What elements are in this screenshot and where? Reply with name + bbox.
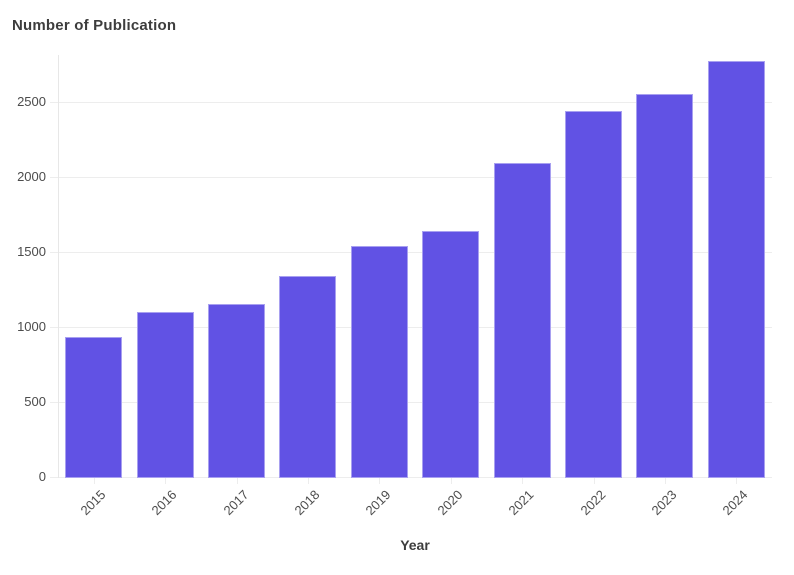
bar-2019[interactable] (350, 245, 408, 478)
x-tick-label: 2020 (434, 487, 466, 519)
x-tick-label: 2024 (719, 487, 751, 519)
y-tick-label: 2000 (17, 169, 46, 184)
gridline (50, 327, 772, 328)
bar-2016[interactable] (136, 311, 194, 478)
x-tick (593, 478, 595, 484)
bar-2015[interactable] (65, 337, 123, 478)
gridline (50, 477, 772, 478)
x-tick (450, 478, 452, 484)
bar-2024[interactable] (707, 61, 765, 478)
x-tick (93, 478, 95, 484)
x-tick (379, 478, 381, 484)
bar-2017[interactable] (207, 304, 265, 478)
x-tick-label: 2016 (148, 487, 180, 519)
x-tick (165, 478, 167, 484)
x-tick (307, 478, 309, 484)
y-tick-label: 1000 (17, 319, 46, 334)
x-tick (522, 478, 524, 484)
bar-2020[interactable] (422, 230, 480, 478)
x-tick-label: 2021 (505, 487, 537, 519)
x-tick-label: 2017 (220, 487, 252, 519)
chart-title: Number of Publication (12, 17, 177, 34)
bar-2018[interactable] (279, 275, 337, 478)
x-tick-label: 2019 (362, 487, 394, 519)
x-tick-label: 2023 (648, 487, 680, 519)
gridline (50, 177, 772, 178)
y-tick-label: 500 (24, 394, 46, 409)
gridline (50, 402, 772, 403)
x-tick (236, 478, 238, 484)
gridline (50, 252, 772, 253)
bar-2023[interactable] (636, 94, 694, 478)
x-tick (736, 478, 738, 484)
x-tick-label: 2022 (577, 487, 609, 519)
gridline (50, 102, 772, 103)
y-tick-label: 1500 (17, 244, 46, 259)
x-axis-title: Year (400, 537, 430, 553)
y-axis-line (58, 55, 59, 478)
bar-2022[interactable] (564, 110, 622, 478)
y-tick-label: 0 (38, 469, 46, 484)
x-tick (664, 478, 666, 484)
x-tick-label: 2018 (291, 487, 323, 519)
x-tick-label: 2015 (77, 487, 109, 519)
y-tick-label: 2500 (17, 94, 46, 109)
bar-2021[interactable] (493, 163, 551, 478)
